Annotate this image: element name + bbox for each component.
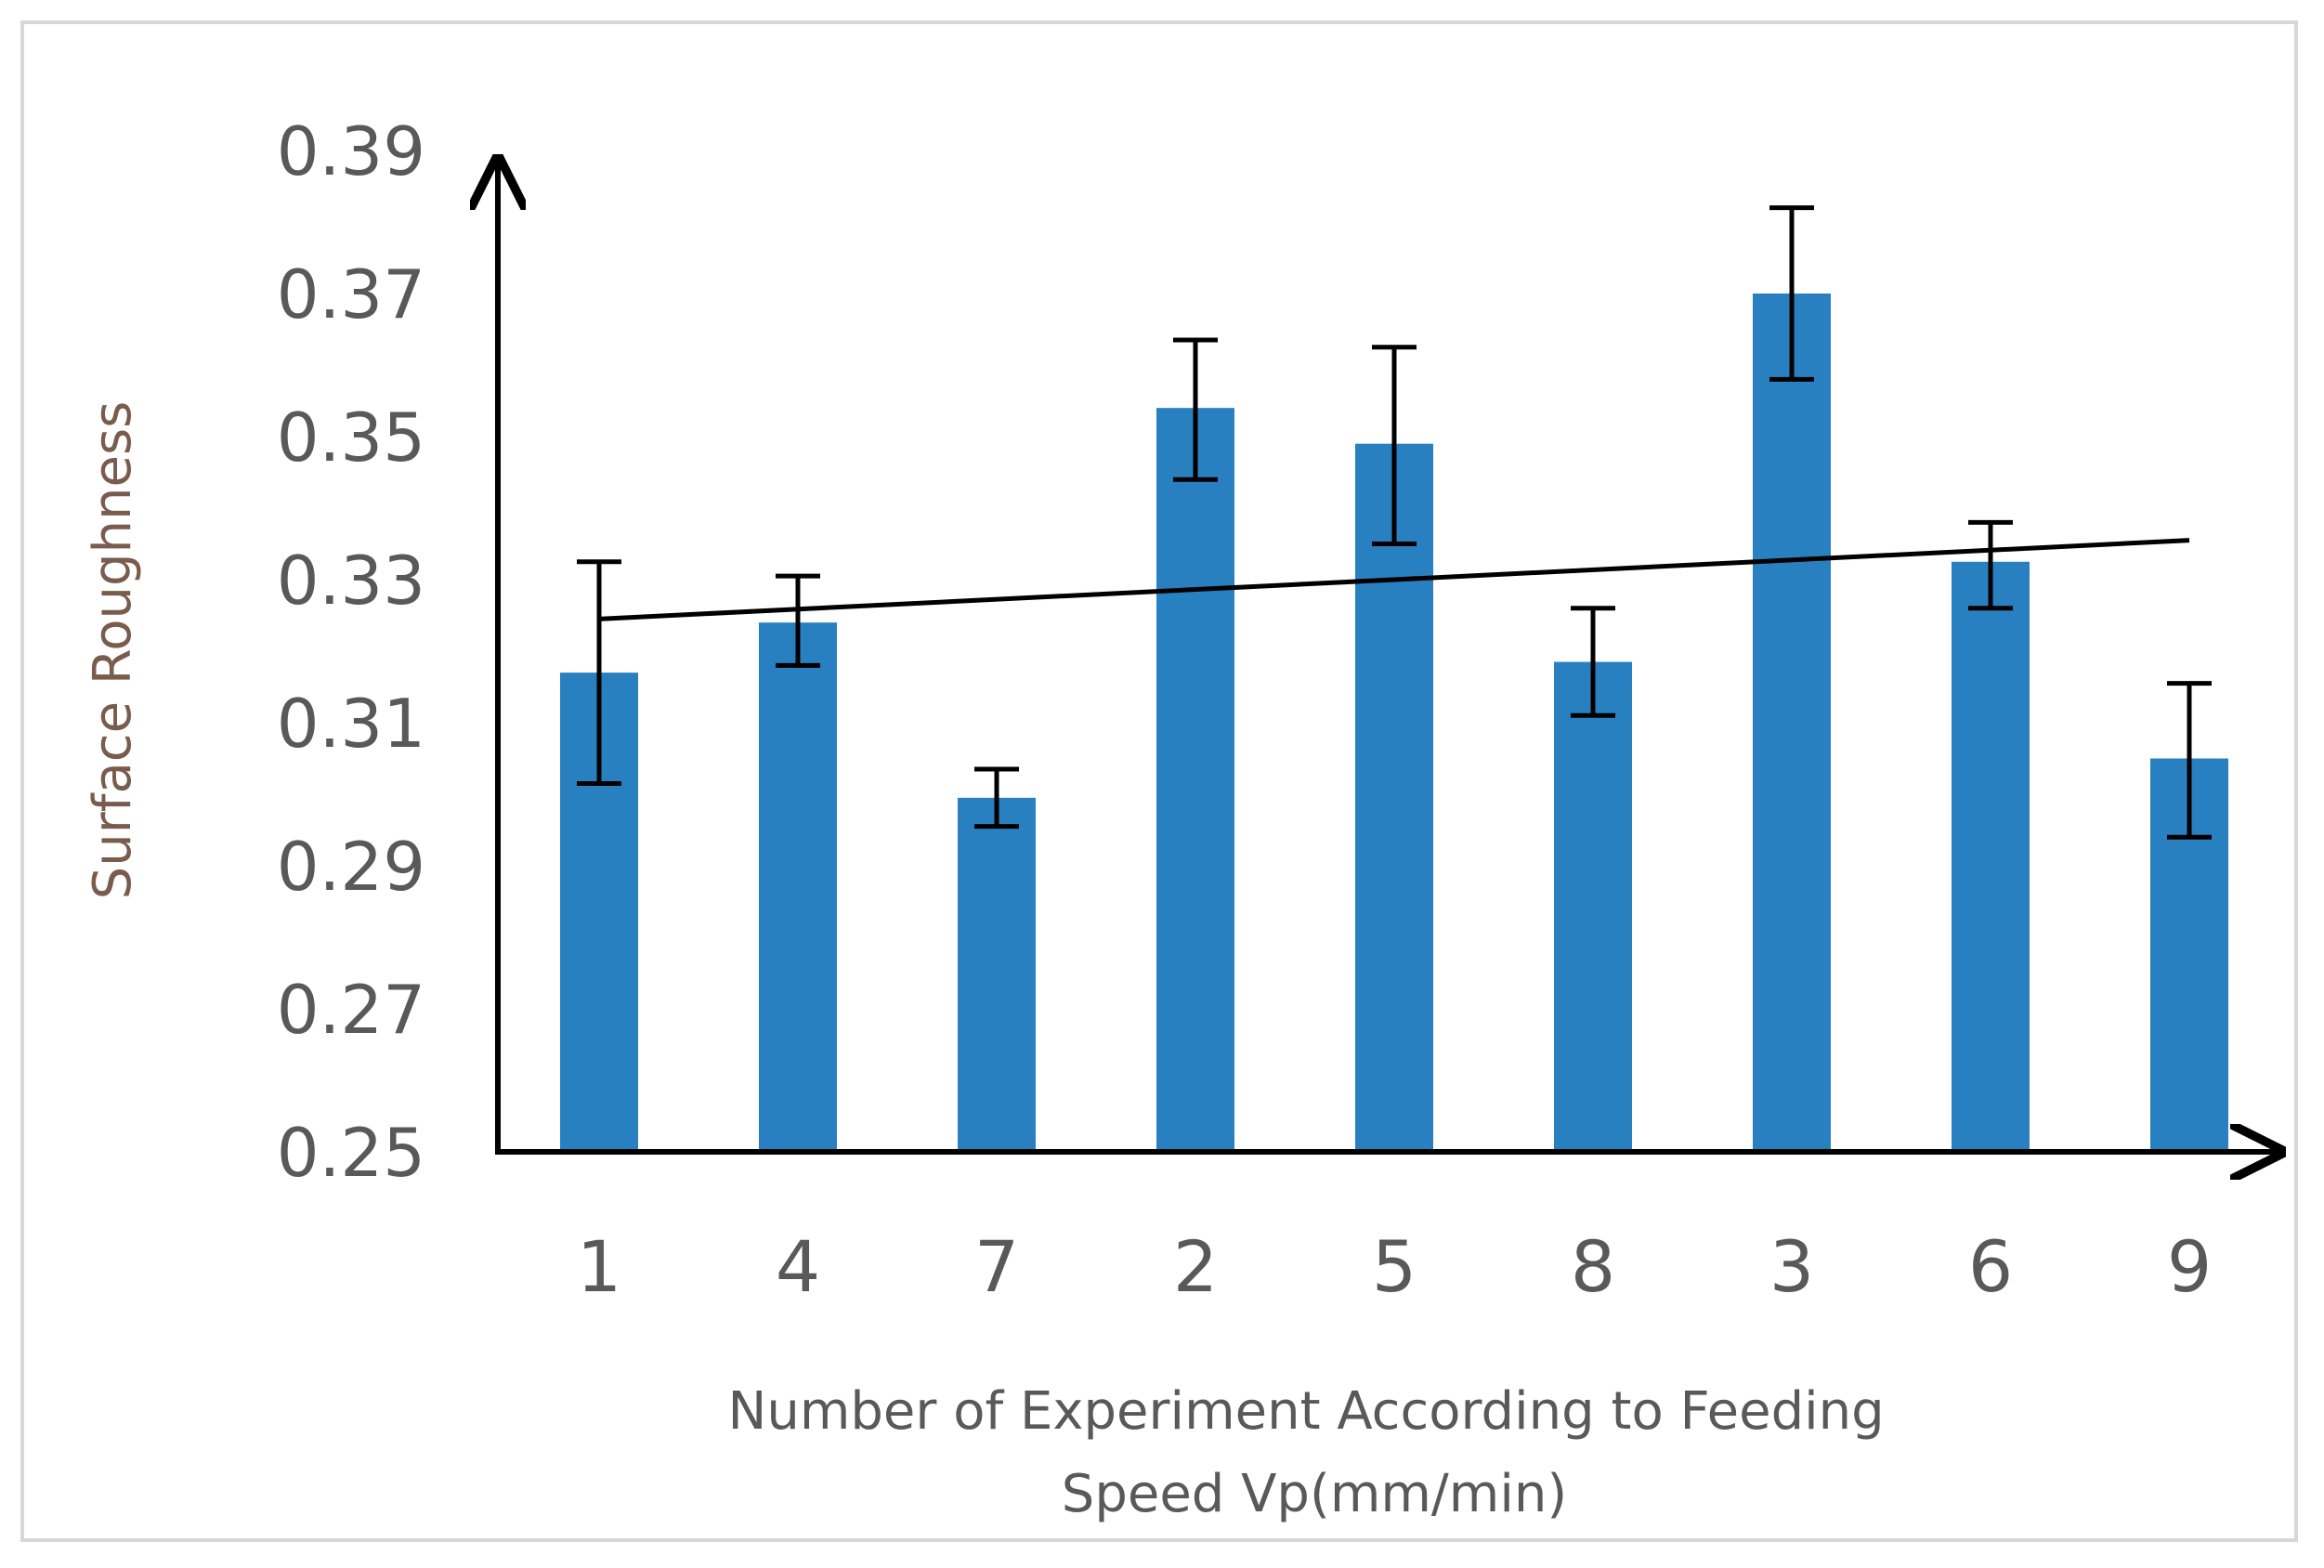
error-bar	[1769, 205, 1814, 382]
error-bar	[2167, 681, 2212, 840]
x-tick-label: 3	[1769, 1225, 1814, 1308]
bar	[759, 622, 837, 1152]
x-tick-label: 7	[974, 1225, 1019, 1308]
x-axis-title: Number of Experiment According to Feedin…	[727, 1381, 1900, 1524]
x-axis-title-line-2: Speed Vp(mm/min)	[1062, 1464, 1567, 1524]
x-axis-title-line-1: Number of Experiment According to Feedin…	[727, 1381, 1884, 1442]
y-tick-label: 0.27	[277, 971, 425, 1049]
bar	[1952, 561, 2030, 1152]
x-tick-label: 8	[1571, 1225, 1615, 1308]
x-tick-label: 5	[1372, 1225, 1417, 1308]
y-tick-label: 0.39	[277, 112, 425, 190]
error-bar	[1173, 337, 1218, 482]
error-bar	[776, 573, 820, 668]
y-tick-labels: 0.25 0.27 0.29 0.31 0.33 0.35 0.37 0.39	[277, 112, 425, 1192]
bar	[1355, 443, 1433, 1152]
y-axis-title: Surface Roughness	[83, 401, 143, 900]
x-tick-labels: 1 4 7 2 5 8 3 6 9	[577, 1225, 2212, 1308]
y-tick-label: 0.35	[277, 399, 425, 477]
x-tick-label: 1	[577, 1225, 621, 1308]
y-tick-label: 0.25	[277, 1114, 425, 1192]
y-tick-label: 0.31	[277, 685, 425, 763]
error-bar	[974, 766, 1019, 830]
error-bars-group	[577, 205, 2212, 840]
y-tick-label: 0.29	[277, 828, 425, 906]
bar	[1156, 408, 1234, 1152]
error-bar	[1372, 345, 1417, 546]
error-bar	[577, 559, 621, 786]
bar	[958, 797, 1036, 1152]
x-tick-label: 2	[1173, 1225, 1218, 1308]
x-tick-label: 9	[2167, 1225, 2212, 1308]
bars-group	[560, 294, 2228, 1152]
error-bar	[1571, 606, 1615, 718]
bar	[1554, 661, 1632, 1152]
bar	[1753, 294, 1831, 1152]
x-tick-label: 4	[776, 1225, 820, 1308]
x-tick-label: 6	[1968, 1225, 2013, 1308]
trend-line	[598, 538, 2190, 621]
error-bar	[1968, 519, 2013, 611]
y-tick-label: 0.33	[277, 542, 425, 620]
y-tick-label: 0.37	[277, 255, 425, 333]
